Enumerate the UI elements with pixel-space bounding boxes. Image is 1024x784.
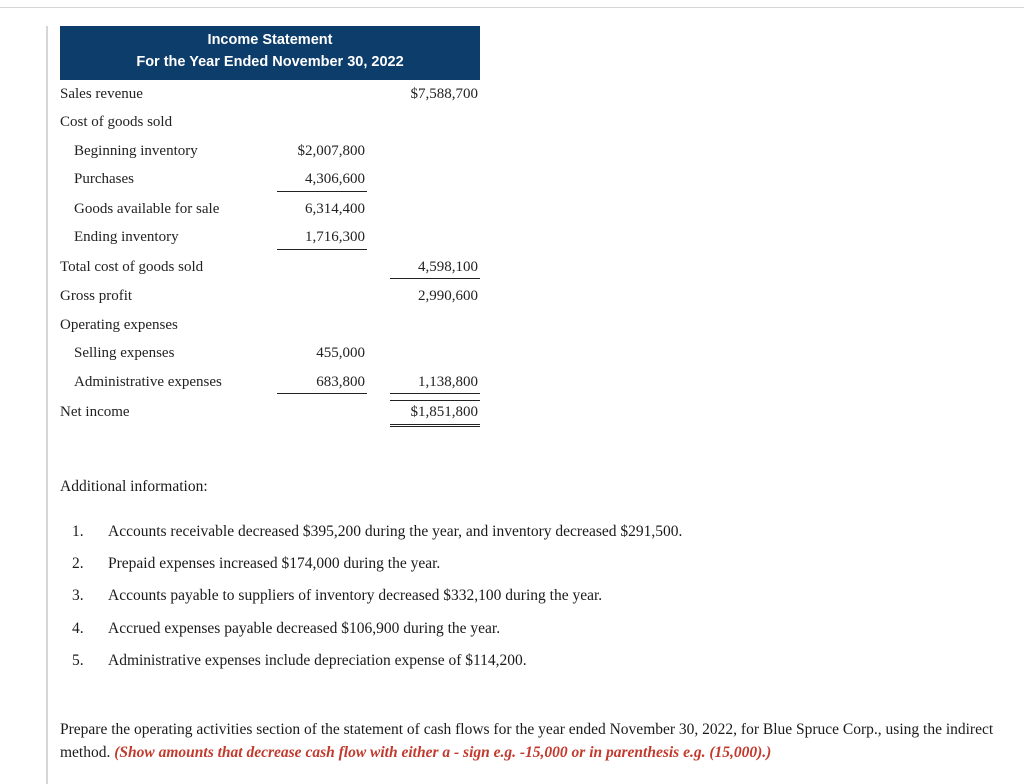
label: Sales revenue	[60, 83, 272, 106]
item-number: 5.	[72, 648, 108, 674]
label: Cost of goods sold	[60, 111, 272, 134]
additional-info-heading: Additional information:	[60, 478, 1024, 496]
list-item: 4. Accrued expenses payable decreased $1…	[72, 613, 1024, 645]
label: Selling expenses	[60, 342, 272, 365]
item-number: 2.	[72, 551, 108, 577]
row-admin-expenses: Administrative expenses 683,800 1,138,80…	[60, 368, 480, 398]
list-item: 3. Accounts payable to suppliers of inve…	[72, 580, 1024, 612]
row-goods-available: Goods available for sale 6,314,400	[60, 195, 480, 224]
item-text: Administrative expenses include deprecia…	[108, 648, 1024, 674]
row-purchases: Purchases 4,306,600	[60, 165, 480, 195]
label: Goods available for sale	[60, 198, 272, 221]
list-item: 1. Accounts receivable decreased $395,20…	[72, 516, 1024, 548]
row-opex-header: Operating expenses	[60, 311, 480, 340]
col-b: 2,990,600	[385, 285, 480, 308]
additional-info: Additional information: 1. Accounts rece…	[60, 478, 1024, 678]
col-a: 6,314,400	[272, 198, 367, 221]
label: Operating expenses	[60, 314, 272, 337]
label: Net income	[60, 401, 272, 424]
col-b: $7,588,700	[385, 83, 480, 106]
col-a: 1,716,300	[272, 226, 367, 250]
page-content: Income Statement For the Year Ended Nove…	[0, 26, 1024, 784]
item-number: 1.	[72, 519, 108, 545]
label: Gross profit	[60, 285, 272, 308]
row-selling-expenses: Selling expenses 455,000	[60, 339, 480, 368]
instruction-paragraph: Prepare the operating activities section…	[60, 719, 1000, 764]
item-number: 4.	[72, 616, 108, 642]
col-b: 1,138,800	[385, 371, 480, 395]
row-ending-inventory: Ending inventory 1,716,300	[60, 223, 480, 253]
list-item: 2. Prepaid expenses increased $174,000 d…	[72, 548, 1024, 580]
col-a: $2,007,800	[272, 140, 367, 163]
col-b: 4,598,100	[385, 256, 480, 280]
col-a: 683,800	[272, 371, 367, 395]
left-margin-rule	[46, 26, 48, 784]
statement-header: Income Statement For the Year Ended Nove…	[60, 26, 480, 80]
row-gross-profit: Gross profit 2,990,600	[60, 282, 480, 311]
row-beginning-inventory: Beginning inventory $2,007,800	[60, 137, 480, 166]
label: Administrative expenses	[60, 371, 272, 394]
col-b: $1,851,800	[385, 400, 480, 427]
item-number: 3.	[72, 583, 108, 609]
row-net-income: Net income $1,851,800	[60, 397, 480, 430]
label: Purchases	[60, 168, 272, 191]
label: Beginning inventory	[60, 140, 272, 163]
statement-title-2: For the Year Ended November 30, 2022	[68, 52, 472, 74]
item-text: Prepaid expenses increased $174,000 duri…	[108, 551, 1024, 577]
item-text: Accrued expenses payable decreased $106,…	[108, 616, 1024, 642]
top-divider	[0, 0, 1024, 8]
col-a: 455,000	[272, 342, 367, 365]
instruction-emphasis: (Show amounts that decrease cash flow wi…	[114, 744, 771, 761]
row-cogs-header: Cost of goods sold	[60, 108, 480, 137]
statement-body: Sales revenue $7,588,700 Cost of goods s…	[60, 80, 480, 430]
statement-title-1: Income Statement	[68, 30, 472, 52]
row-total-cogs: Total cost of goods sold 4,598,100	[60, 253, 480, 283]
label: Ending inventory	[60, 226, 272, 249]
item-text: Accounts receivable decreased $395,200 d…	[108, 519, 1024, 545]
list-item: 5. Administrative expenses include depre…	[72, 645, 1024, 677]
item-text: Accounts payable to suppliers of invento…	[108, 583, 1024, 609]
additional-info-list: 1. Accounts receivable decreased $395,20…	[72, 516, 1024, 678]
label: Total cost of goods sold	[60, 256, 272, 279]
row-sales-revenue: Sales revenue $7,588,700	[60, 80, 480, 109]
income-statement: Income Statement For the Year Ended Nove…	[60, 26, 480, 430]
col-a: 4,306,600	[272, 168, 367, 192]
